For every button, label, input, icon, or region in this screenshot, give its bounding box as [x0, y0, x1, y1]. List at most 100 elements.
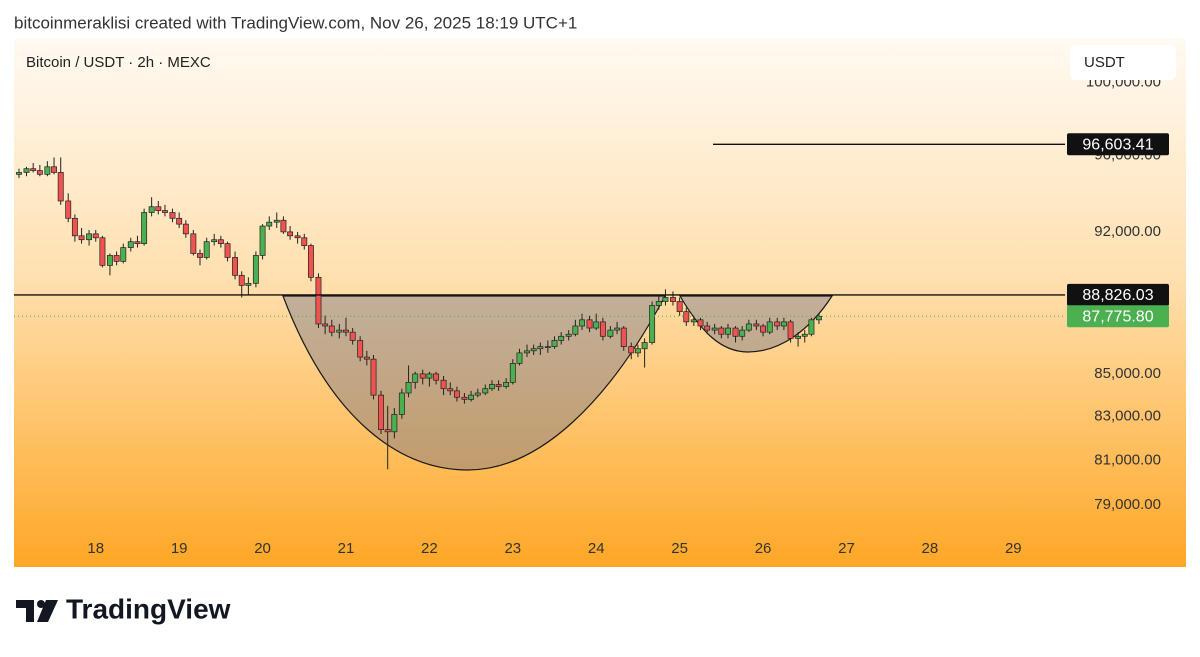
- logo-mark: [37, 600, 45, 608]
- candle-body: [23, 168, 30, 173]
- candle-body: [197, 253, 203, 258]
- currency-label[interactable]: USDT: [1084, 54, 1125, 71]
- candle-body: [760, 325, 766, 333]
- candle-body: [503, 382, 510, 387]
- caption: bitcoinmeraklisi created with TradingVie…: [14, 13, 577, 32]
- candle-body: [524, 350, 530, 354]
- candle-body: [599, 321, 606, 337]
- candle-body: [328, 325, 335, 333]
- candle-body: [349, 331, 356, 341]
- candle-body: [259, 225, 266, 256]
- y-tick-label: 83,000.00: [1094, 408, 1161, 425]
- price-lines: 96,603.41 88,826.03 87,775.80: [14, 133, 1169, 328]
- candle-body: [670, 297, 676, 302]
- candle-body: [336, 329, 343, 333]
- candle-body: [725, 327, 731, 335]
- price-label: 96,603.41: [1082, 137, 1153, 154]
- candle-body: [808, 319, 815, 335]
- brand: TradingView: [66, 593, 231, 624]
- candle-body: [780, 321, 787, 327]
- x-tick-label: 21: [338, 540, 355, 557]
- candle-body: [641, 342, 648, 350]
- x-tick-label: 23: [504, 540, 521, 557]
- candle-body: [614, 327, 621, 331]
- candle-body: [572, 325, 579, 335]
- candle-body: [238, 274, 245, 286]
- candle-body: [182, 223, 189, 235]
- currency-box[interactable]: [1070, 45, 1176, 80]
- candle-body: [203, 241, 210, 258]
- x-tick-label: 24: [588, 540, 605, 557]
- candle-body: [426, 373, 433, 379]
- candle-body: [482, 388, 489, 394]
- candle-body: [315, 276, 322, 325]
- tradingview-logo: TradingView: [16, 593, 231, 624]
- candle-body: [753, 323, 760, 327]
- candle-body: [509, 363, 516, 383]
- price-label-box: [1067, 283, 1169, 306]
- candle-body: [489, 384, 495, 390]
- candle-body: [92, 233, 99, 239]
- candle-body: [307, 245, 314, 278]
- candles: [16, 157, 822, 470]
- candle-body: [739, 329, 746, 337]
- candle-body: [294, 235, 301, 239]
- candle-body: [655, 301, 662, 306]
- candle-body: [607, 329, 614, 337]
- candle-body: [148, 206, 155, 213]
- candle-body: [620, 327, 627, 348]
- candle-body: [774, 321, 781, 327]
- logo-mark: [16, 600, 34, 622]
- candle-body: [141, 212, 148, 244]
- candle-body: [343, 329, 349, 333]
- candle-body: [99, 237, 106, 266]
- candle-body: [440, 379, 447, 390]
- candle-body: [690, 319, 697, 323]
- x-tick-label: 27: [838, 540, 855, 557]
- candle-body: [217, 239, 224, 244]
- candle-body: [266, 221, 273, 227]
- candle-body: [711, 327, 718, 331]
- candle-body: [78, 235, 85, 241]
- logo-mark: [37, 600, 58, 622]
- candle-body: [551, 340, 558, 348]
- candle-body: [579, 319, 585, 327]
- candle-body: [134, 241, 141, 244]
- candle-body: [433, 373, 440, 381]
- candle-body: [801, 333, 808, 337]
- candle-body: [419, 373, 426, 379]
- candle-body: [649, 305, 656, 343]
- candle-body: [384, 429, 391, 433]
- candle-body: [162, 210, 168, 213]
- y-tick-label: 81,000.00: [1094, 451, 1161, 468]
- candle-body: [232, 257, 238, 276]
- candle-body: [322, 323, 329, 327]
- price-label: 88,826.03: [1082, 287, 1153, 304]
- candle-body: [169, 212, 176, 219]
- y-tick-label: 79,000.00: [1094, 496, 1161, 513]
- candle-body: [363, 356, 370, 360]
- candle-body: [44, 166, 51, 175]
- candle-body: [732, 327, 739, 337]
- candle-body: [544, 346, 551, 349]
- candle-body: [357, 340, 364, 358]
- candle-body: [245, 282, 252, 286]
- x-tick-label: 26: [755, 540, 772, 557]
- y-tick-label: 85,000.00: [1094, 365, 1161, 382]
- candle-body: [495, 384, 502, 387]
- price-label-box: [1067, 133, 1169, 156]
- candle-body: [273, 219, 280, 223]
- candle-body: [30, 168, 37, 171]
- candle-body: [36, 170, 43, 175]
- candle-body: [252, 255, 259, 284]
- candle-body: [113, 255, 120, 262]
- candle-body: [815, 315, 822, 321]
- candle-body: [405, 382, 412, 394]
- candle-body: [155, 206, 162, 211]
- last-price-label: 87,775.80: [1082, 308, 1153, 325]
- candle-body: [461, 396, 468, 400]
- candle-body: [224, 243, 231, 258]
- candle-body: [287, 231, 294, 237]
- candle-body: [558, 335, 565, 341]
